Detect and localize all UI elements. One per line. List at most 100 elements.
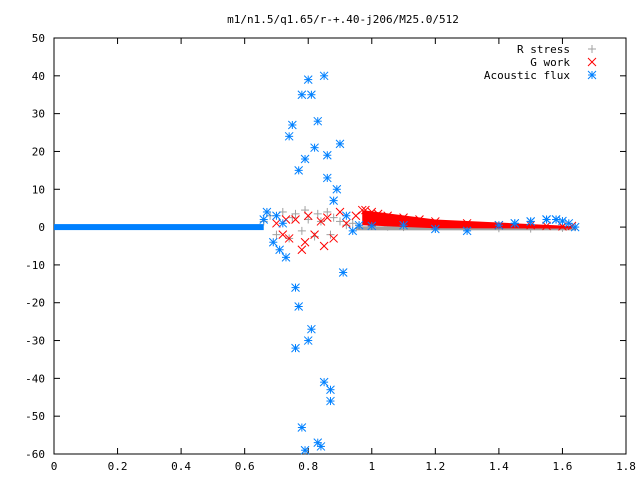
data-point — [287, 120, 297, 130]
data-point — [510, 218, 520, 228]
y-tick-label: 20 — [32, 145, 45, 158]
y-tick-label: 50 — [32, 32, 45, 45]
data-point — [291, 215, 300, 224]
data-point — [294, 302, 304, 311]
y-tick-label: -10 — [25, 259, 45, 272]
data-point — [297, 423, 307, 432]
data-point — [430, 224, 440, 234]
data-point — [268, 237, 278, 247]
data-point — [278, 218, 288, 228]
y-tick-label: -40 — [25, 372, 45, 385]
y-tick-label: 0 — [38, 221, 45, 234]
data-point — [297, 226, 306, 235]
data-point — [316, 217, 326, 226]
axes: 0 0.2 0.4 0.6 0.8 1 1.2 1.4 1.6 1.8 50 40 30 20 10 0 -10… — [25, 32, 636, 473]
x-tick-label: 1 — [368, 460, 375, 473]
x-tick-label: 0.6 — [235, 460, 255, 473]
data-point — [310, 143, 319, 153]
data-point — [303, 336, 313, 345]
data-point — [300, 445, 310, 455]
data-point — [303, 211, 313, 221]
data-point — [326, 396, 335, 406]
data-point — [322, 173, 332, 183]
data-point — [399, 213, 408, 222]
data-point — [367, 221, 377, 231]
data-point — [326, 385, 335, 395]
data-point — [323, 207, 332, 216]
legend-marker — [588, 45, 596, 53]
y-tick-label: -60 — [25, 448, 45, 461]
y-tick-label: 30 — [32, 108, 45, 121]
data-point — [357, 205, 367, 215]
data-point — [303, 75, 313, 84]
data-point — [526, 217, 536, 226]
data-point — [284, 234, 294, 243]
x-tick-label: 0.4 — [171, 460, 191, 473]
legend-marker — [587, 70, 597, 80]
data-point — [310, 232, 319, 241]
plot-frame — [53, 37, 627, 455]
series-acoustic-flux — [54, 71, 580, 455]
data-point — [342, 221, 351, 230]
x-tick-label: 1.8 — [616, 460, 636, 473]
data-point — [329, 234, 338, 243]
x-tick-label: 0.2 — [108, 460, 128, 473]
y-tick-label: 10 — [32, 183, 45, 196]
data-point — [430, 217, 440, 226]
data-point — [570, 222, 580, 232]
chart-title: m1/n1.5/q1.65/r-+.40-j206/M25.0/512 — [227, 13, 459, 26]
data-point — [373, 209, 383, 219]
data-point — [329, 213, 338, 222]
data-point — [361, 205, 370, 215]
data-point — [335, 207, 345, 217]
data-point — [262, 207, 272, 217]
data-point — [307, 324, 316, 334]
data-point — [542, 215, 551, 224]
y-tick-label: 40 — [32, 70, 45, 83]
data-point — [462, 218, 472, 228]
data-point — [291, 209, 300, 218]
legend-label: Acoustic flux — [484, 69, 570, 82]
data-point — [313, 209, 322, 218]
data-point — [558, 216, 567, 226]
data-point — [322, 150, 332, 160]
y-tick-label: -20 — [25, 297, 45, 310]
data-point — [297, 90, 307, 100]
legend-label: G work — [530, 56, 570, 69]
data-point — [288, 213, 297, 222]
data-point — [348, 219, 357, 228]
data-point — [300, 237, 310, 247]
data-point — [284, 131, 294, 141]
data-point — [415, 215, 424, 224]
data-point — [304, 215, 313, 224]
data-point — [494, 220, 504, 230]
data-point — [291, 343, 300, 353]
data-point — [542, 221, 551, 231]
data-point — [354, 220, 364, 230]
legend-marker — [587, 57, 597, 67]
data-point — [297, 245, 307, 255]
data-point — [275, 245, 284, 255]
data-point — [307, 90, 316, 100]
g-work-band — [362, 210, 572, 229]
data-point — [316, 442, 326, 451]
x-tick-label: 1.6 — [553, 460, 573, 473]
data-point — [329, 196, 338, 205]
data-point — [291, 283, 300, 292]
x-tick-label: 1.2 — [425, 460, 445, 473]
y-tick-label: -30 — [25, 335, 45, 348]
data-point — [332, 184, 342, 194]
data-point — [259, 215, 269, 224]
data-point — [462, 226, 472, 236]
x-tick-label: 1.4 — [489, 460, 509, 473]
data-point — [294, 166, 304, 175]
data-point — [319, 241, 329, 251]
data-point — [313, 116, 323, 126]
x-tick-label: 0.8 — [298, 460, 318, 473]
data-point — [322, 213, 332, 222]
data-point — [272, 218, 281, 228]
data-point — [310, 230, 319, 240]
series-g-work — [272, 205, 577, 255]
data-point — [281, 252, 291, 262]
